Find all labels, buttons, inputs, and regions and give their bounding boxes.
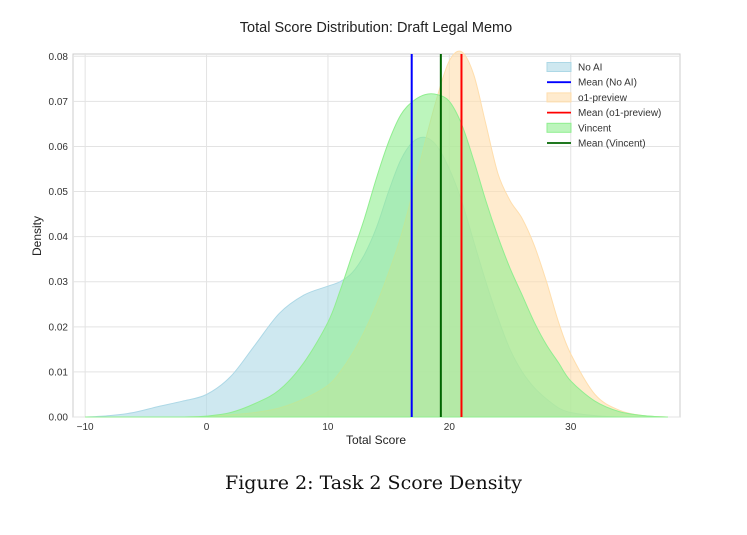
x-axis-label: Total Score — [346, 433, 406, 447]
y-tick-label: 0.05 — [49, 187, 69, 198]
chart-title: Total Score Distribution: Draft Legal Me… — [240, 20, 512, 36]
x-tick-label: 30 — [565, 422, 577, 433]
legend-label: No AI — [578, 63, 602, 74]
legend-swatch — [546, 62, 572, 72]
x-tick-label: 10 — [322, 422, 334, 433]
legend-label: Mean (o1-preview) — [578, 108, 661, 119]
y-tick-label: 0.04 — [49, 232, 69, 243]
x-tick-label: −10 — [77, 422, 94, 433]
y-tick-labels: 0.00 0.01 0.02 0.03 0.04 0.05 0.06 0.07 0.08 — [49, 52, 69, 424]
y-tick-label: 0.06 — [49, 142, 69, 153]
x-tick-labels: −10 0 10 20 30 — [77, 422, 577, 433]
legend-swatch — [546, 92, 572, 103]
legend: No AI Mean (No AI) o1-preview Mean (o1-prev… — [546, 62, 661, 150]
y-tick-label: 0.07 — [49, 97, 69, 108]
legend-label: Mean (Vincent) — [578, 139, 646, 150]
x-tick-label: 0 — [204, 422, 210, 433]
y-tick-label: 0.01 — [49, 367, 69, 378]
legend-label: Vincent — [578, 123, 611, 134]
y-tick-label: 0.02 — [49, 322, 69, 333]
y-tick-label: 0.08 — [49, 52, 69, 63]
x-tick-label: 20 — [444, 422, 456, 433]
legend-label: Mean (No AI) — [578, 78, 637, 89]
legend-swatch — [546, 122, 572, 133]
mean-lines — [410, 54, 463, 417]
y-axis-label: Density — [30, 216, 44, 256]
density-areas — [85, 50, 668, 418]
legend-label: o1-preview — [578, 93, 628, 104]
y-tick-label: 0.00 — [49, 413, 69, 424]
density-area-vincent — [85, 93, 668, 418]
figure-caption: Figure 2: Task 2 Score Density — [225, 472, 522, 494]
y-tick-label: 0.03 — [49, 277, 69, 288]
